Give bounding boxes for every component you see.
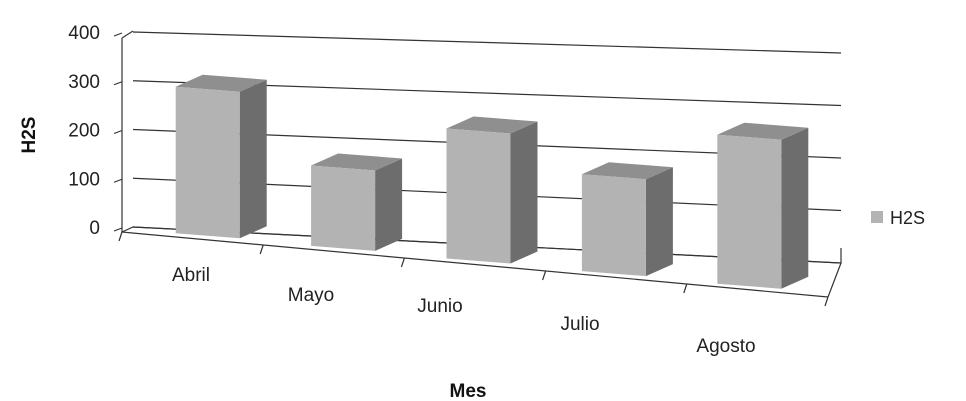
y-tick-label: 300 [68,72,100,93]
bar-side [645,167,673,277]
y-axis-title: H2S [19,117,40,154]
bar-side [781,127,809,289]
bar-top [717,122,809,140]
legend-swatch [871,211,883,223]
legend: H2S [871,208,925,228]
y-tick-label: 0 [89,218,100,239]
bar-side [239,79,267,239]
bar [175,86,240,239]
bar-top [446,116,538,134]
bar [717,134,782,289]
x-tick-label: Abril [172,265,210,286]
x-tick-label: Julio [560,314,599,335]
y-tick-mark [113,129,123,135]
x-tick-mark [824,296,829,307]
x-axis-line [121,231,829,298]
bar-side [375,158,403,251]
y-tick-mark [113,32,123,37]
y-tick-mark [113,81,123,86]
bar [446,128,511,264]
x-tick-label: Junio [417,296,462,317]
gridline [132,31,842,54]
x-tick-mark [259,244,264,255]
x-tick-labels: Abril Mayo Junio Julio Agosto [118,231,829,357]
y-tick-mark [113,178,123,183]
y-tick-labels: 0 100 200 300 400 [68,23,123,239]
bar-top [581,162,673,180]
y-tick-label: 400 [68,23,100,44]
legend-label: H2S [890,208,925,228]
bar-top [311,153,403,171]
bars [175,74,809,289]
wall-edge [121,30,134,39]
bar [311,165,376,251]
x-tick-label: Agosto [696,336,755,357]
y-tick-label: 100 [68,169,100,190]
x-tick-mark [118,231,123,242]
y-tick-mark [113,227,123,232]
bar-side [510,121,538,264]
y-tick-label: 200 [68,121,100,142]
x-axis-title: Mes [450,381,487,401]
x-tick-mark [683,283,688,294]
bar [581,174,646,277]
x-tick-mark [400,257,405,268]
bar-top [175,74,267,92]
x-tick-label: Mayo [288,285,334,306]
x-tick-mark [542,270,547,281]
